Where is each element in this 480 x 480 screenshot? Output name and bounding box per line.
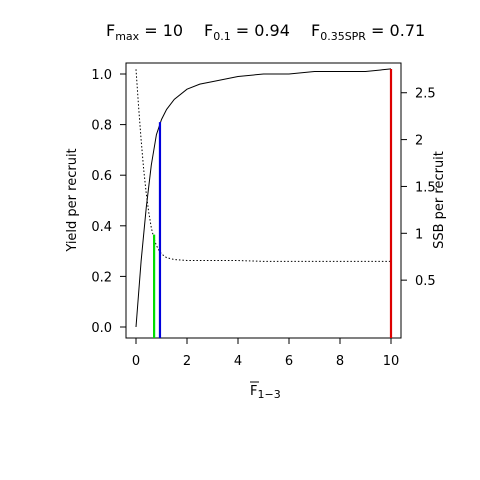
chart-title: Fmax = 10 F0.1 = 0.94 F0.35SPR = 0.71 [106, 21, 425, 43]
y-axis-left: 0.0 0.2 0.4 0.6 0.8 1.0 [91, 68, 126, 336]
title-part-0: Fmax = 10 [106, 21, 183, 43]
y-tick-label: 0.8 [91, 119, 112, 134]
x-tick-label: 0 [132, 354, 140, 369]
ssb-curve [135, 69, 391, 262]
x-axis-title-text: F1−3 [250, 384, 281, 401]
y2-axis-title: SSB per recruit [432, 151, 447, 249]
x-tick-label: 10 [383, 354, 400, 369]
reference-lines [153, 68, 393, 338]
y-tick-label: 1.0 [91, 68, 112, 83]
y-tick-label: 0.2 [91, 270, 112, 285]
series-group [135, 68, 392, 328]
x-tick-label: 6 [285, 354, 293, 369]
y-axis-right: 0.5 1 1.5 2 2.5 [401, 87, 436, 289]
x-tick-label: 2 [183, 354, 191, 369]
x-tick-label: 8 [336, 354, 344, 369]
y2-tick-label: 0.5 [415, 274, 436, 289]
y-axis-title: Yield per recruit [65, 148, 80, 252]
y2-tick-label: 2 [415, 134, 423, 149]
x-axis-title: F1−3 [250, 381, 281, 401]
plot-frame [125, 62, 402, 339]
x-axis: 0 2 4 6 8 10 [132, 338, 399, 369]
y2-tick-label: 2.5 [415, 87, 436, 102]
y-tick-label: 0.4 [91, 220, 112, 235]
x-tick-label: 4 [234, 354, 242, 369]
y2-tick-label: 1.5 [415, 180, 436, 195]
y-tick-label: 0.6 [91, 169, 112, 184]
title-part-1: F0.1 = 0.94 [204, 21, 290, 43]
y2-tick-label: 1 [415, 227, 423, 242]
title-part-2: F0.35SPR = 0.71 [311, 21, 425, 43]
yield-curve [135, 68, 392, 328]
y-tick-label: 0.0 [91, 321, 112, 336]
